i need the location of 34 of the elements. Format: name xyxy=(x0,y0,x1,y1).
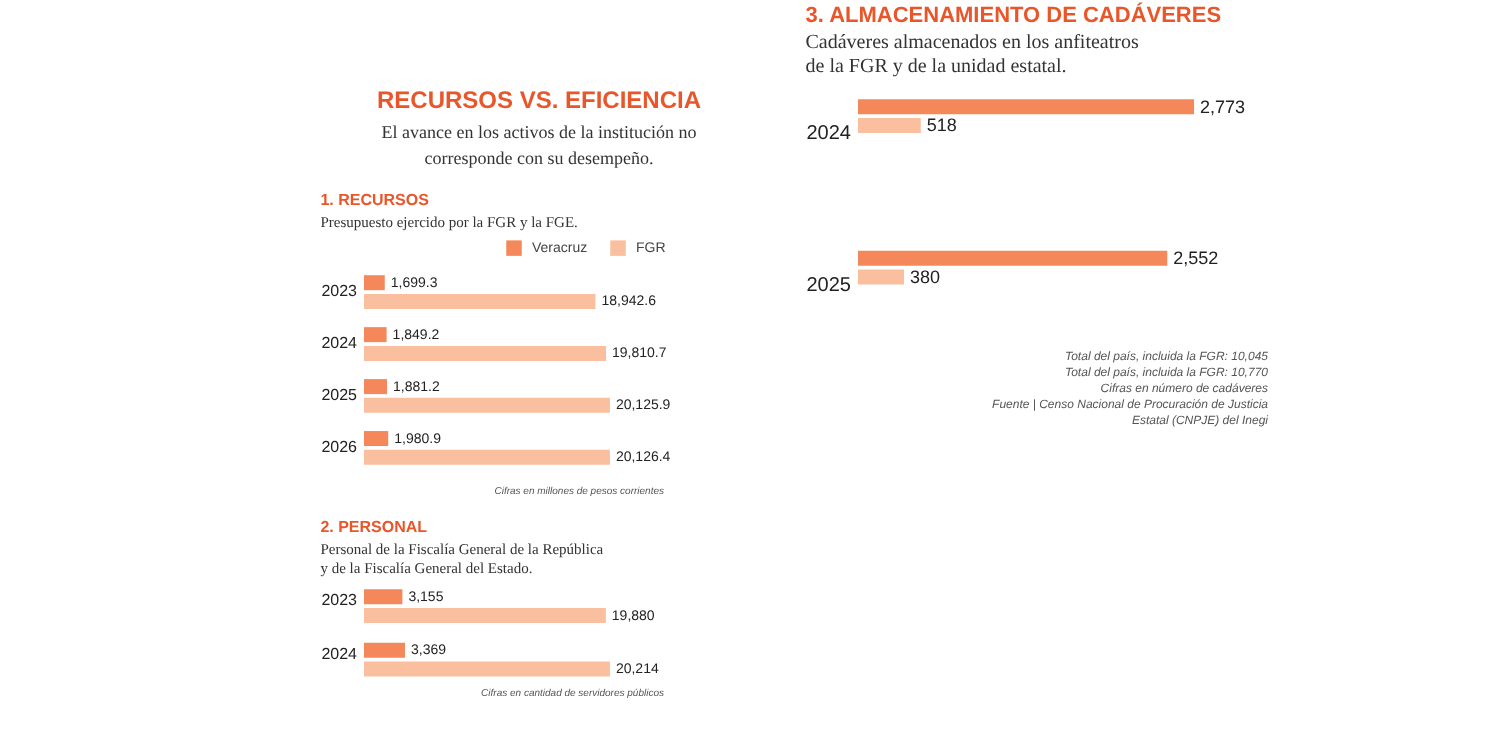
bar xyxy=(364,431,389,447)
bar xyxy=(364,293,596,309)
chart-title: 2. PERSONAL xyxy=(320,518,428,536)
data-label: 380 xyxy=(910,266,941,287)
bar xyxy=(858,117,921,133)
bar xyxy=(858,269,905,285)
text: RECURSOS VS. EFICIENCIA xyxy=(376,86,702,114)
bar xyxy=(364,661,610,677)
data-label: 2,773 xyxy=(1200,96,1246,117)
bar xyxy=(858,250,1168,266)
bar xyxy=(364,589,403,605)
y-tick-label: 2026 xyxy=(321,437,359,456)
text: El avance en los activos de la institución no corresponde con su desempeño. xyxy=(381,122,698,168)
y-tick-label: 2023 xyxy=(321,282,359,301)
chart-title: 3. ALMACENAMIENTO DE CADÁVERES xyxy=(805,2,1222,28)
bar xyxy=(364,327,387,343)
bar xyxy=(364,345,607,361)
chart-subtitle: Cadáveres almacenados en los anfiteatros de la FGR y de la unidad estatal. xyxy=(805,32,1139,78)
bar xyxy=(364,397,610,413)
bar xyxy=(364,275,385,291)
data-label: 518 xyxy=(926,115,957,136)
y-tick-label: 2024 xyxy=(321,644,359,663)
bar xyxy=(858,99,1195,115)
y-tick-label: 2025 xyxy=(806,274,852,297)
y-tick-label: 2024 xyxy=(806,123,852,146)
bar xyxy=(364,379,387,395)
data-label: 2,552 xyxy=(1173,248,1219,269)
bar xyxy=(364,642,405,658)
y-tick-label: 2025 xyxy=(321,385,359,404)
bar xyxy=(364,608,606,624)
y-tick-label: 2023 xyxy=(321,591,359,610)
chart-title: 1. RECURSOS xyxy=(320,191,431,209)
y-tick-label: 2024 xyxy=(321,334,359,353)
bar xyxy=(364,449,610,465)
